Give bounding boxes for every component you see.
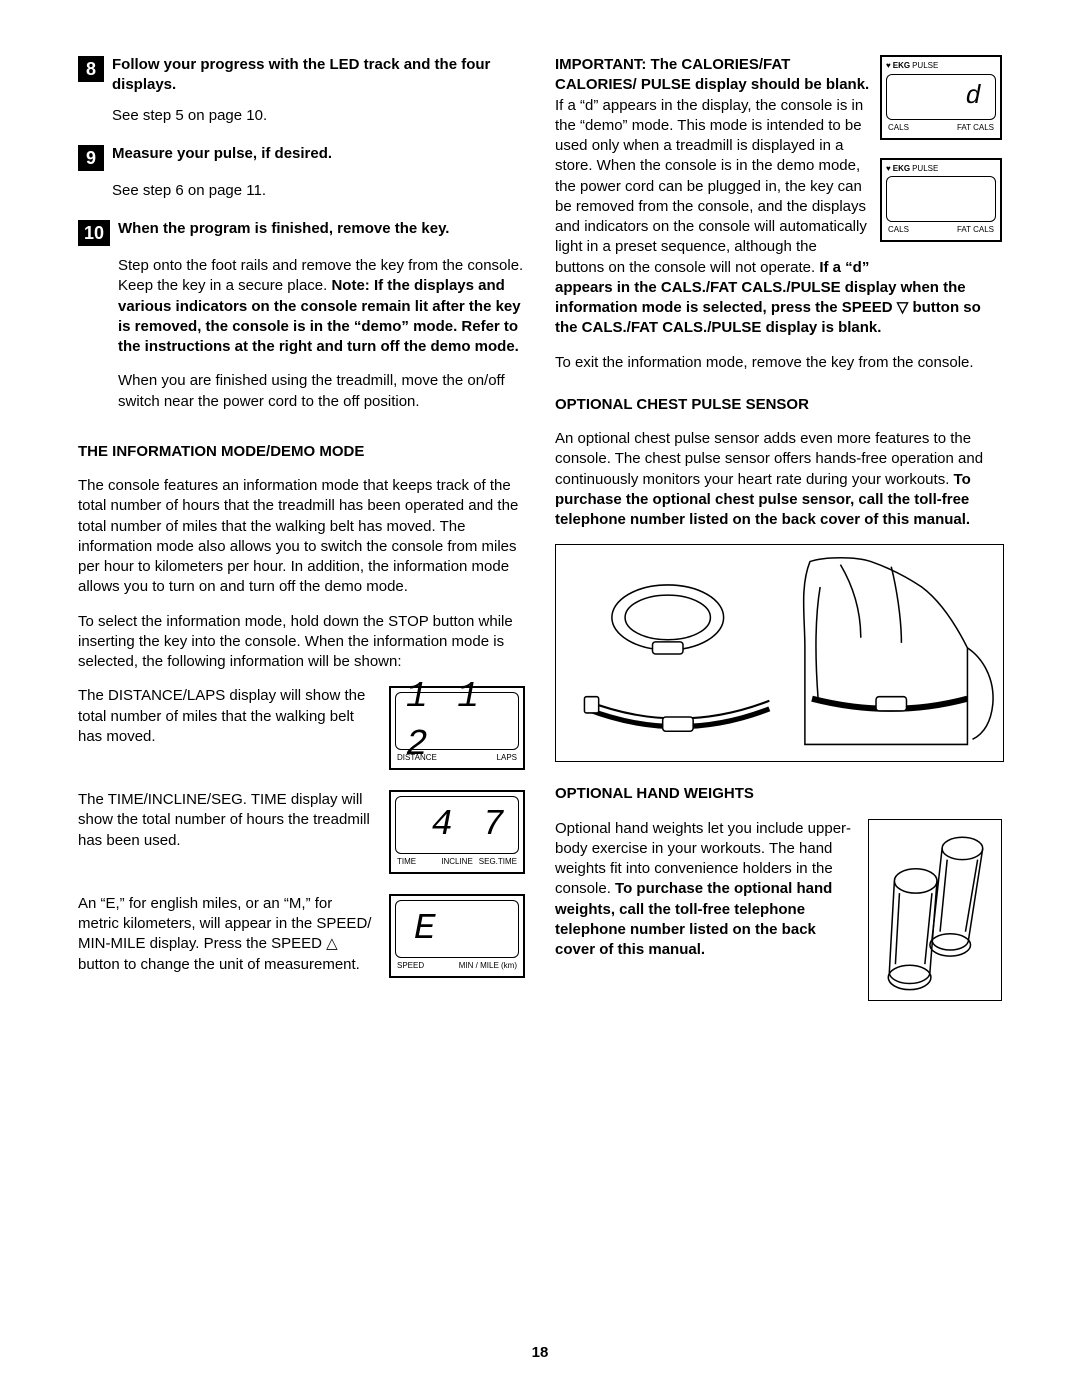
time-incline-row: The TIME/INCLINE/SEG. TIME display will … <box>78 790 525 874</box>
left-column: 8 Follow your progress with the LED trac… <box>78 55 525 1001</box>
chest-strap-icon <box>556 545 1003 761</box>
distance-laps-text: The DISTANCE/LAPS display will show the … <box>78 686 375 747</box>
time-incline-text: The TIME/INCLINE/SEG. TIME display will … <box>78 790 375 851</box>
ekg-display-blank: ♥EKG PULSE CALS FAT CALS <box>880 158 1002 243</box>
hand-weights-illustration <box>868 819 1002 1001</box>
speed-value: E <box>395 900 519 958</box>
distance-laps-display: 1 1 2 DISTANCE LAPS <box>389 686 525 770</box>
exit-info: To exit the information mode, remove the… <box>555 353 1002 373</box>
step-9-body: See step 6 on page 11. <box>112 181 521 201</box>
dumbbells-icon <box>869 818 1001 1001</box>
step-9-number: 9 <box>78 145 104 171</box>
step-10-title: When the program is finished, remove the… <box>118 219 449 239</box>
time-incline-value: 4 7 <box>395 796 519 854</box>
speed-display: E SPEED MIN / MILE (km) <box>389 894 525 978</box>
chest-sensor-illustration <box>555 544 1004 762</box>
distance-laps-value: 1 1 2 <box>395 692 519 750</box>
step-9-title: Measure your pulse, if desired. <box>112 144 332 164</box>
step-10: 10 When the program is finished, remove … <box>78 219 525 246</box>
distance-laps-row: The DISTANCE/LAPS display will show the … <box>78 686 525 770</box>
speed-text: An “E,” for english miles, or an “M,” fo… <box>78 894 375 975</box>
ekg-blank-value <box>886 176 996 222</box>
hand-weights-paragraph: Optional hand weights let you include up… <box>555 819 854 961</box>
time-incline-display: 4 7 TIME INCLINE SEG.TIME <box>389 790 525 874</box>
page-number: 18 <box>0 1343 1080 1363</box>
hand-weights-heading: OPTIONAL HAND WEIGHTS <box>555 784 1002 804</box>
ekg-d-value: d <box>886 74 996 120</box>
ekg-displays: ♥EKG PULSE d CALS FAT CALS ♥EKG PULSE CA… <box>880 55 1002 260</box>
ekg-display-d: ♥EKG PULSE d CALS FAT CALS <box>880 55 1002 140</box>
step-8-title: Follow your progress with the LED track … <box>112 55 525 96</box>
hand-weights-row: Optional hand weights let you include up… <box>555 819 1002 1001</box>
info-mode-heading: THE INFORMATION MODE/DEMO MODE <box>78 442 525 462</box>
step-8-number: 8 <box>78 56 104 82</box>
info-p1: The console features an information mode… <box>78 476 525 598</box>
chest-sensor-paragraph: An optional chest pulse sensor adds even… <box>555 429 1002 530</box>
step-8-body: See step 5 on page 10. <box>112 106 521 126</box>
step-10-number: 10 <box>78 220 110 246</box>
speed-row: An “E,” for english miles, or an “M,” fo… <box>78 894 525 978</box>
step-8: 8 Follow your progress with the LED trac… <box>78 55 525 96</box>
right-column: ♥EKG PULSE d CALS FAT CALS ♥EKG PULSE CA… <box>555 55 1002 1001</box>
info-p2: To select the information mode, hold dow… <box>78 612 525 673</box>
step-10-body-1: Step onto the foot rails and remove the … <box>118 256 525 357</box>
chest-sensor-heading: OPTIONAL CHEST PULSE SENSOR <box>555 395 1002 415</box>
step-10-body-2: When you are finished using the treadmil… <box>118 371 525 412</box>
step-9: 9 Measure your pulse, if desired. <box>78 144 525 171</box>
